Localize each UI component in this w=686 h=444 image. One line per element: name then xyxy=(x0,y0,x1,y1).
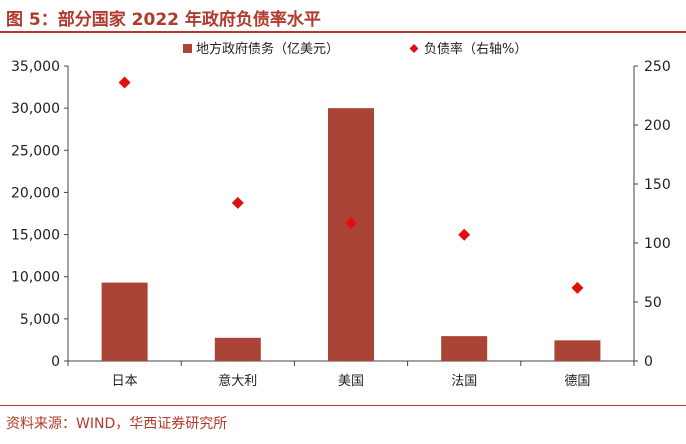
scatter-point xyxy=(345,216,357,229)
x-tick-label: 日本 xyxy=(112,374,138,389)
y-tick-label: 15,000 xyxy=(11,228,60,244)
source-rule xyxy=(0,405,686,406)
y-tick-label: 30,000 xyxy=(11,101,60,117)
x-tick-label: 德国 xyxy=(564,374,590,389)
bar xyxy=(214,337,261,361)
source-note: 资料来源：WIND，华西证券研究所 xyxy=(6,416,228,432)
chart-area: 0 5,000 10,000 15,000 20,000 25,000 30,000 35,0… xyxy=(11,41,671,389)
bar xyxy=(441,336,488,361)
legend-swatch-bar xyxy=(183,44,192,53)
y2-tick-label: 200 xyxy=(644,118,671,134)
y2-tick-label: 0 xyxy=(644,354,653,370)
legend-label-bar: 地方政府债务（亿美元） xyxy=(196,41,339,57)
y-tick-label: 10,000 xyxy=(11,270,60,286)
scatter-point xyxy=(571,281,584,294)
legend-label-point: 负债率（右轴%） xyxy=(424,41,527,57)
bar xyxy=(101,282,148,361)
scatter-point xyxy=(231,196,244,209)
y-tick-label: 0 xyxy=(51,354,60,370)
title-rule xyxy=(0,31,686,33)
y-tick-label: 25,000 xyxy=(11,143,60,159)
y-tick-label: 20,000 xyxy=(11,185,60,201)
y2-tick-label: 100 xyxy=(644,236,671,252)
y-tick-label: 35,000 xyxy=(11,59,60,75)
x-tick-label: 意大利 xyxy=(218,373,257,389)
y2-tick-label: 150 xyxy=(644,177,671,193)
scatter-point xyxy=(458,228,471,241)
legend-swatch-point xyxy=(409,44,419,53)
bar xyxy=(328,108,374,362)
x-tick-label: 美国 xyxy=(338,374,364,389)
y-tick-label: 5,000 xyxy=(20,312,60,328)
y2-tick-label: 50 xyxy=(644,295,662,311)
chart-title: 图 5：部分国家 2022 年政府负债率水平 xyxy=(6,10,321,30)
y2-tick-label: 250 xyxy=(644,59,671,75)
x-tick-label: 法国 xyxy=(451,374,477,389)
scatter-point xyxy=(118,76,131,89)
bar xyxy=(554,340,601,361)
